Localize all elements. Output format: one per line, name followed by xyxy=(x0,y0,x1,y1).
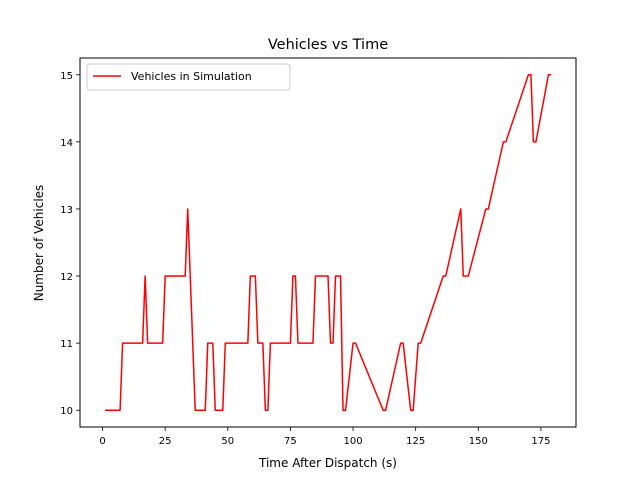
axes-frame xyxy=(79,57,577,428)
x-tick-label: 100 xyxy=(344,436,363,447)
y-tick-label: 11 xyxy=(60,339,73,350)
x-tick-label: 125 xyxy=(406,436,425,447)
y-tick-label: 15 xyxy=(60,71,73,82)
x-tick-label: 150 xyxy=(469,436,488,447)
y-axis-ticks: 10 11 12 13 14 15 xyxy=(60,71,80,417)
x-tick-label: 25 xyxy=(159,436,172,447)
series-line-0 xyxy=(105,74,551,411)
x-tick-label: 175 xyxy=(531,436,550,447)
y-tick-label: 13 xyxy=(60,205,73,216)
x-tick-label: 0 xyxy=(99,436,105,447)
legend: Vehicles in Simulation xyxy=(86,63,291,91)
x-axis-label: Time After Dispatch (s) xyxy=(258,456,397,470)
y-tick-label: 12 xyxy=(60,272,73,283)
y-tick-label: 10 xyxy=(60,406,73,417)
legend-label: Vehicles in Simulation xyxy=(131,70,252,83)
x-axis-ticks: 0 25 50 75 100 125 150 175 xyxy=(99,427,550,447)
plot-area xyxy=(105,74,551,411)
x-tick-label: 50 xyxy=(221,436,234,447)
x-tick-label: 75 xyxy=(284,436,297,447)
y-axis-label: Number of Vehicles xyxy=(32,185,46,302)
y-tick-label: 14 xyxy=(60,138,73,149)
chart-title: Vehicles vs Time xyxy=(268,37,388,53)
legend-box xyxy=(86,63,291,91)
